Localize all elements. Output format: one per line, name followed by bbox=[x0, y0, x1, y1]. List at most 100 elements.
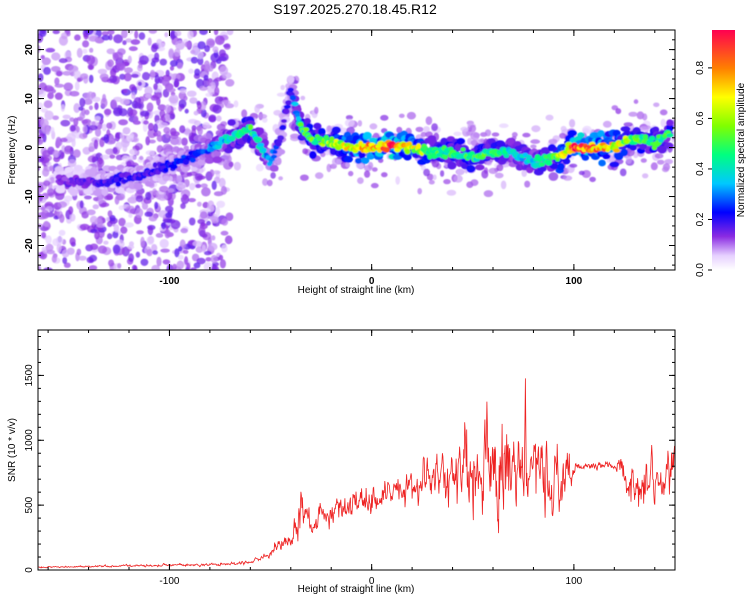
spectrogram-cell bbox=[129, 84, 136, 91]
spectrogram-cell bbox=[54, 77, 60, 86]
spectrogram-cell bbox=[130, 194, 137, 201]
spectrogram-cell bbox=[57, 201, 67, 208]
spectrogram-cell bbox=[625, 155, 632, 164]
spectrogram-cell bbox=[179, 125, 186, 134]
spectrogram-cell bbox=[612, 148, 621, 153]
spectrogram-cell bbox=[129, 148, 138, 155]
spectrogram-cell bbox=[300, 95, 306, 101]
spectrogram-cell bbox=[481, 169, 489, 179]
spectrogram-cell bbox=[147, 122, 154, 131]
spectrogram-cell bbox=[178, 246, 183, 252]
x-tick-label: 0 bbox=[369, 276, 375, 287]
spectrogram-cell bbox=[62, 257, 68, 264]
spectrogram-cell bbox=[344, 155, 353, 163]
spectrogram-cell bbox=[548, 172, 559, 181]
spectrogram-cell bbox=[121, 155, 130, 162]
spectrogram-cell bbox=[156, 256, 162, 267]
spectrogram-cell bbox=[103, 134, 110, 144]
spectrogram-cell bbox=[602, 153, 611, 160]
spectrogram-cell bbox=[203, 63, 211, 74]
spectrogram-cell bbox=[417, 188, 423, 195]
spectrogram-cell bbox=[150, 69, 156, 78]
spectrogram-cell bbox=[55, 136, 62, 147]
spectrogram-cell bbox=[142, 122, 148, 132]
spectrogram-cell bbox=[549, 163, 559, 170]
spectrogram-cell bbox=[420, 131, 427, 138]
spectrogram-cell bbox=[331, 126, 341, 134]
spectrogram-cell bbox=[500, 180, 507, 190]
spectrogram-cell bbox=[73, 117, 79, 127]
spectrogram-cell bbox=[118, 119, 128, 126]
spectrogram-cell bbox=[156, 134, 164, 142]
spectrogram-cell bbox=[129, 109, 138, 117]
spectrogram-cell bbox=[159, 109, 166, 118]
colorbar-tick-label: 0.4 bbox=[695, 162, 706, 176]
spectrogram-cell bbox=[50, 126, 55, 134]
spectrogram-cell bbox=[144, 211, 153, 217]
spectrogram-cell bbox=[309, 150, 317, 159]
figure-title: S197.2025.270.18.45.R12 bbox=[273, 1, 437, 17]
spectrogram-cell bbox=[107, 221, 113, 227]
spectrogram-cell bbox=[146, 248, 153, 257]
spectrogram-cell bbox=[666, 124, 674, 132]
spectrogram-cell bbox=[73, 149, 81, 158]
spectrogram-cell bbox=[98, 157, 103, 165]
spectrogram-cell bbox=[329, 136, 335, 142]
y-tick-label: -20 bbox=[24, 238, 35, 253]
spectrogram-cell bbox=[43, 220, 49, 228]
spectrogram-cell bbox=[602, 120, 612, 128]
spectrogram-cell bbox=[89, 47, 94, 53]
y-tick-label: 0 bbox=[24, 144, 35, 150]
spectrogram-cell bbox=[199, 30, 208, 35]
spectrogram-cell bbox=[125, 205, 136, 214]
spectrogram-cell bbox=[135, 251, 141, 258]
spectrogram-cell bbox=[642, 173, 649, 179]
spectrogram-cell bbox=[406, 111, 416, 120]
spectrogram-cell bbox=[109, 75, 118, 83]
colorbar-tick-label: 0.6 bbox=[695, 111, 706, 125]
spectrogram-cell bbox=[121, 30, 128, 39]
spectrogram-cell bbox=[92, 204, 100, 210]
spectrogram-cell bbox=[54, 83, 65, 88]
spectrogram-cell bbox=[61, 249, 70, 258]
spectrogram-cell bbox=[639, 143, 648, 150]
spectrogram-cell bbox=[210, 265, 220, 270]
spectrogram-cell bbox=[488, 167, 498, 174]
spectrogram-cell bbox=[371, 167, 378, 172]
spectrogram-cell bbox=[213, 191, 224, 197]
spectrogram-cell bbox=[169, 113, 176, 120]
spectrogram-cell bbox=[129, 133, 135, 139]
spectrogram-cell bbox=[59, 214, 65, 223]
spectrogram-cell bbox=[54, 92, 63, 100]
spectrogram-cell bbox=[432, 174, 437, 181]
spectrogram-cell bbox=[170, 30, 176, 41]
spectrogram-cell bbox=[89, 215, 98, 224]
spectrogram-cell bbox=[422, 145, 428, 150]
spectrogram-cell bbox=[456, 138, 466, 145]
spectrogram-cell bbox=[115, 141, 123, 150]
spectrogram-cell bbox=[200, 101, 207, 111]
spectrogram-cell bbox=[143, 120, 149, 125]
spectrogram-cell bbox=[88, 124, 98, 131]
spectrogram-cell bbox=[186, 90, 197, 97]
spectrogram-cell bbox=[91, 156, 97, 163]
spectrogram-cell bbox=[88, 35, 98, 42]
spectrogram-cell bbox=[122, 143, 128, 153]
spectrogram-cell bbox=[299, 139, 307, 144]
spectrogram-cell bbox=[270, 154, 278, 159]
spectrogram-cell bbox=[40, 206, 46, 211]
spectrogram-cell bbox=[67, 159, 77, 168]
spectrogram-cell bbox=[150, 95, 159, 101]
spectrogram-cell bbox=[297, 122, 304, 128]
spectrogram-cell bbox=[134, 30, 139, 39]
spectrogram-cell bbox=[197, 158, 207, 166]
spectrogram-cell bbox=[94, 231, 100, 240]
spectrogram-cell bbox=[153, 123, 159, 133]
spectrogram-cell bbox=[425, 116, 433, 125]
spectrogram-cell bbox=[202, 122, 210, 129]
spectrogram-cell bbox=[169, 94, 179, 104]
spectrogram-cell bbox=[266, 179, 273, 187]
spectrogram-cell bbox=[282, 108, 290, 115]
spectrogram-cell bbox=[45, 243, 54, 252]
spectrogram-cell bbox=[153, 83, 158, 91]
